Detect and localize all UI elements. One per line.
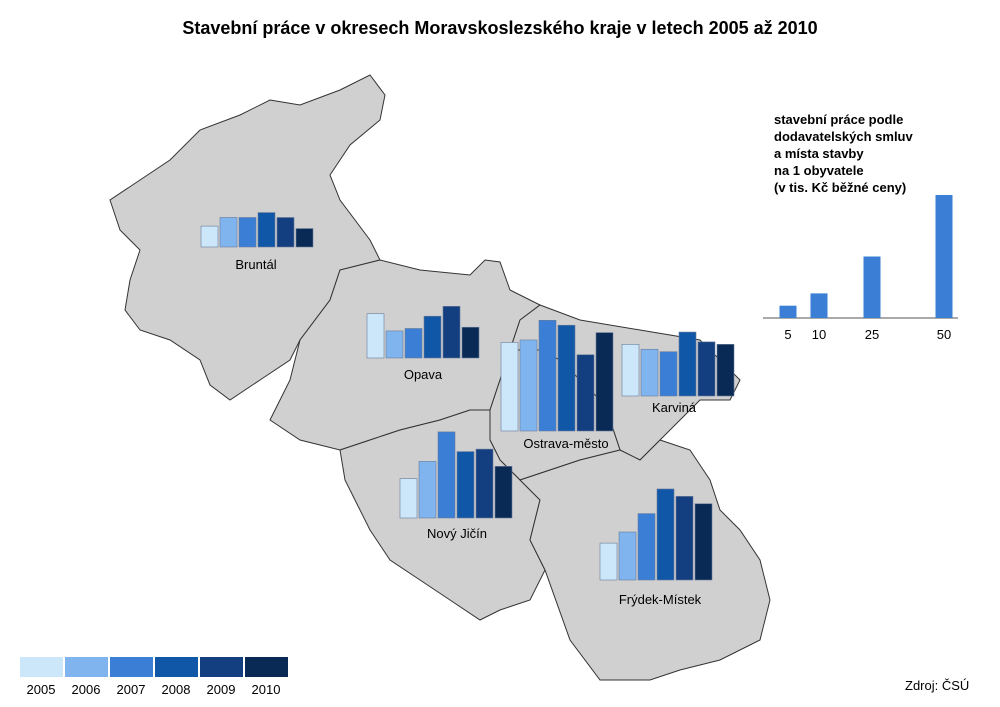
scale-bar [935, 195, 953, 318]
district-bar [442, 306, 461, 359]
district-bar [621, 344, 640, 397]
district-bar [276, 217, 295, 248]
district-label: Frýdek-Místek [619, 592, 702, 607]
district-bar [500, 342, 519, 432]
district-label: Karviná [652, 400, 697, 415]
district-label: Bruntál [235, 257, 276, 272]
district-bar [618, 531, 637, 581]
scale-title: dodavatelských smluv [774, 129, 913, 144]
scale-title: (v tis. Kč běžné ceny) [774, 180, 906, 195]
district-bar [366, 313, 385, 359]
district-bar [599, 542, 618, 581]
district-bar [219, 217, 238, 248]
source: Zdroj: ČSÚ [905, 678, 969, 693]
scale-bar [779, 305, 797, 318]
district-bar [238, 217, 257, 248]
district-bar [257, 212, 276, 248]
district-bar [437, 431, 456, 519]
scale-label: 50 [937, 327, 951, 342]
scale-title: na 1 obyvatele [774, 163, 864, 178]
legend-swatch [65, 657, 108, 677]
district-bar [576, 354, 595, 432]
district-bar [404, 328, 423, 359]
legend-label: 2008 [162, 682, 191, 697]
scale-bar [810, 293, 828, 318]
legend-swatch [200, 657, 243, 677]
district-bar [456, 451, 475, 519]
district-bar [418, 461, 437, 519]
district-bar [538, 319, 557, 432]
district-label: Ostrava-město [523, 436, 608, 451]
legend-label: 2006 [72, 682, 101, 697]
district-bar [475, 448, 494, 519]
scale-bar [863, 256, 881, 318]
legend-label: 2009 [207, 682, 236, 697]
scale-label: 25 [865, 327, 879, 342]
district-bar [640, 348, 659, 397]
district-bar [385, 330, 404, 359]
district-label: Nový Jičín [427, 526, 487, 541]
district-bar [716, 344, 735, 397]
district-bar [697, 341, 716, 397]
district-bar [637, 513, 656, 581]
district-bar [494, 466, 513, 519]
legend-swatch [245, 657, 288, 677]
legend-label: 2010 [252, 682, 281, 697]
scale-title: a místa stavby [774, 146, 864, 161]
district-bar [659, 351, 678, 397]
district-bar [519, 339, 538, 432]
legend-swatch [155, 657, 198, 677]
district-bar [694, 503, 713, 581]
legend-label: 2005 [27, 682, 56, 697]
district-bar [656, 488, 675, 581]
scale-title: stavební práce podle [774, 112, 903, 127]
scale-label: 10 [812, 327, 826, 342]
district-label: Opava [404, 367, 443, 382]
district-bar [423, 315, 442, 359]
district-bar [200, 225, 219, 248]
title: Stavební práce v okresech Moravskoslezsk… [182, 18, 817, 38]
district-bar [461, 326, 480, 359]
district-bar [675, 496, 694, 581]
district-bar [557, 324, 576, 432]
district-bar [595, 332, 614, 432]
district-bar [399, 478, 418, 519]
legend-swatch [110, 657, 153, 677]
scale-label: 5 [784, 327, 791, 342]
district-bar [678, 331, 697, 397]
legend-swatch [20, 657, 63, 677]
district-bar [295, 228, 314, 248]
legend-label: 2007 [117, 682, 146, 697]
